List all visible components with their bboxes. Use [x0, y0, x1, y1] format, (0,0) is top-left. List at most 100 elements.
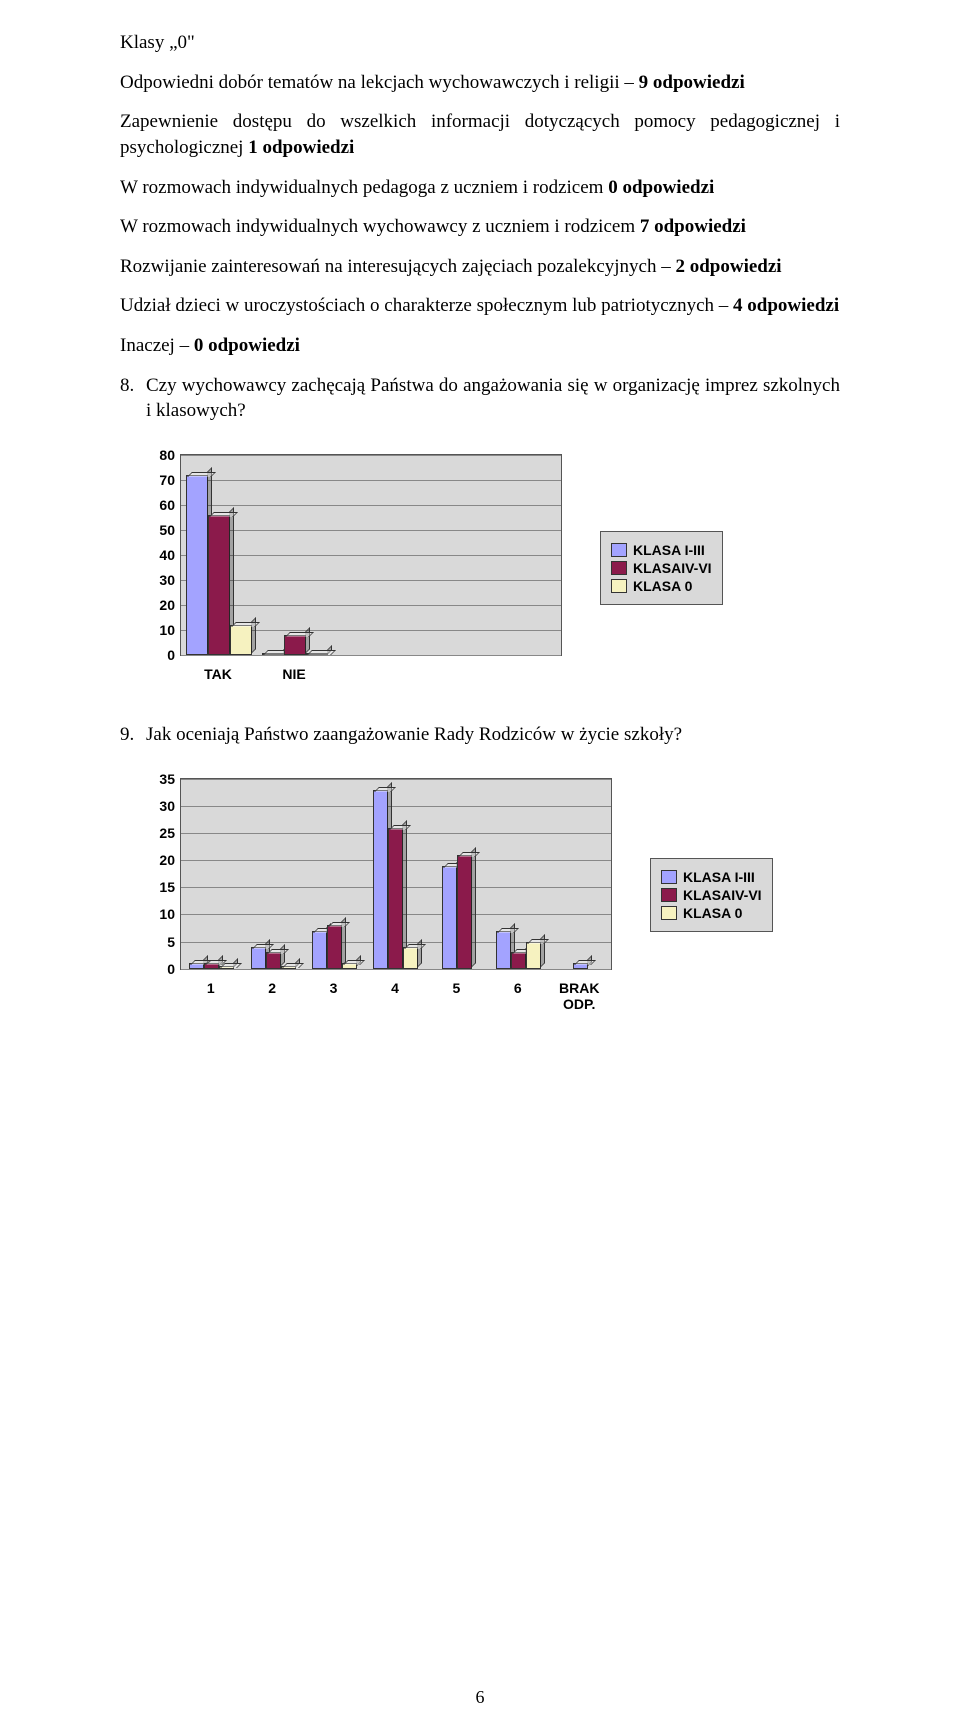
legend-item: KLASA I-III	[611, 542, 712, 558]
para-1-bold: 9 odpowiedzi	[639, 72, 745, 93]
bar-group	[257, 455, 333, 655]
para-6: Udział dzieci w uroczystościach o charak…	[120, 293, 840, 319]
legend-label: KLASA 0	[683, 905, 742, 921]
x-tick-label: BRAK ODP.	[549, 980, 610, 1012]
bar	[327, 925, 342, 968]
para-4: W rozmowach indywidualnych wychowawcy z …	[120, 214, 840, 240]
y-tick-label: 10	[159, 906, 181, 922]
question-9: 9. Jak oceniają Państwo zaangażowanie Ra…	[120, 722, 840, 748]
question-9-text: Jak oceniają Państwo zaangażowanie Rady …	[146, 722, 840, 748]
bar	[373, 790, 388, 969]
legend-item: KLASA I-III	[661, 869, 762, 885]
y-tick-label: 40	[159, 547, 181, 563]
x-tick-label: NIE	[256, 666, 332, 682]
bar-group	[181, 455, 257, 655]
legend-item: KLASAIV-VI	[661, 887, 762, 903]
bar	[266, 952, 281, 968]
para-5-text: Rozwijanie zainteresowań na interesujący…	[120, 256, 675, 277]
chart-1: 01020304050607080 TAKNIE KLASA I-IIIKLAS…	[180, 454, 840, 682]
x-tick-label: 5	[426, 980, 487, 1012]
chart-1-legend: KLASA I-III KLASAIV-VI KLASA 0	[600, 531, 723, 605]
bars-row	[181, 779, 611, 969]
para-3: W rozmowach indywidualnych pedagoga z uc…	[120, 175, 840, 201]
bar	[526, 942, 541, 969]
bar	[262, 653, 284, 656]
para-6-text: Udział dzieci w uroczystościach o charak…	[120, 295, 733, 316]
legend-label: KLASA I-III	[683, 869, 755, 885]
bar-group	[488, 779, 549, 969]
bar	[208, 515, 230, 655]
legend-swatch	[661, 906, 677, 920]
para-1-text: Odpowiedni dobór tematów na lekcjach wyc…	[120, 72, 639, 93]
chart-1-x-labels: TAKNIE	[180, 666, 560, 682]
y-tick-label: 25	[159, 825, 181, 841]
para-7-bold: 0 odpowiedzi	[194, 335, 300, 356]
y-tick-label: 70	[159, 472, 181, 488]
para-5: Rozwijanie zainteresowań na interesujący…	[120, 254, 840, 280]
legend-swatch	[661, 888, 677, 902]
page-number: 6	[0, 1687, 960, 1708]
bar	[511, 952, 526, 968]
x-tick-label	[408, 666, 484, 682]
y-tick-label: 10	[159, 622, 181, 638]
y-tick-label: 50	[159, 522, 181, 538]
x-tick-label: 1	[180, 980, 241, 1012]
para-5-bold: 2 odpowiedzi	[675, 256, 781, 277]
chart-2-plot: 05101520253035	[180, 778, 612, 970]
bar	[573, 963, 588, 968]
para-3-text: W rozmowach indywidualnych pedagoga z uc…	[120, 177, 608, 198]
x-tick-label	[484, 666, 560, 682]
bar-group	[409, 455, 485, 655]
legend-label: KLASA 0	[633, 578, 692, 594]
legend-item: KLASA 0	[661, 905, 762, 921]
page: Klasy „0" Odpowiedni dobór tematów na le…	[0, 0, 960, 1722]
chart-1-plot: 01020304050607080	[180, 454, 562, 656]
bar	[284, 635, 306, 655]
heading-klasy-0: Klasy „0"	[120, 30, 840, 56]
legend-label: KLASAIV-VI	[633, 560, 712, 576]
y-tick-label: 5	[167, 934, 181, 950]
para-2-bold: 1 odpowiedzi	[248, 137, 354, 158]
bar-group	[181, 779, 242, 969]
y-tick-label: 20	[159, 852, 181, 868]
legend-swatch	[611, 543, 627, 557]
question-8-number: 8.	[120, 373, 146, 424]
bar-group	[485, 455, 561, 655]
bar-group	[550, 779, 611, 969]
legend-label: KLASA I-III	[633, 542, 705, 558]
legend-swatch	[661, 870, 677, 884]
legend-swatch	[611, 579, 627, 593]
bar-group	[333, 455, 409, 655]
y-tick-label: 20	[159, 597, 181, 613]
bar	[189, 963, 204, 968]
y-tick-label: 35	[159, 771, 181, 787]
bar	[204, 963, 219, 968]
chart-2-plot-area: 05101520253035 123456BRAK ODP.	[180, 778, 610, 1012]
para-2-text: Zapewnienie dostępu do wszelkich informa…	[120, 111, 840, 158]
bar	[312, 931, 327, 969]
bar	[457, 855, 472, 969]
bar	[186, 475, 208, 655]
bar	[306, 653, 328, 656]
y-tick-label: 60	[159, 497, 181, 513]
chart-2-legend: KLASA I-III KLASAIV-VI KLASA 0	[650, 858, 773, 932]
legend-swatch	[611, 561, 627, 575]
para-1: Odpowiedni dobór tematów na lekcjach wyc…	[120, 70, 840, 96]
x-tick-label: 2	[241, 980, 302, 1012]
x-tick-label	[332, 666, 408, 682]
question-8: 8. Czy wychowawcy zachęcają Państwa do a…	[120, 373, 840, 424]
x-tick-label: TAK	[180, 666, 256, 682]
y-tick-label: 30	[159, 798, 181, 814]
chart-1-plot-area: 01020304050607080 TAKNIE	[180, 454, 560, 682]
question-9-number: 9.	[120, 722, 146, 748]
y-tick-label: 80	[159, 447, 181, 463]
bar-group	[304, 779, 365, 969]
bar-group	[427, 779, 488, 969]
y-tick-label: 0	[167, 647, 181, 663]
para-4-bold: 7 odpowiedzi	[640, 216, 746, 237]
bar	[442, 866, 457, 969]
y-tick-label: 0	[167, 961, 181, 977]
question-8-text: Czy wychowawcy zachęcają Państwa do anga…	[146, 373, 840, 424]
bar	[281, 966, 296, 969]
bar	[230, 625, 252, 655]
